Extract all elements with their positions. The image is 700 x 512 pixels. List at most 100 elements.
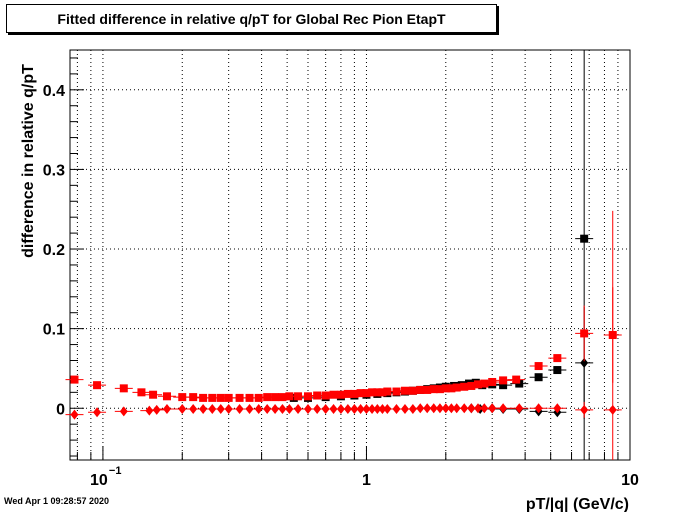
timestamp: Wed Apr 1 09:28:57 2020 xyxy=(4,496,110,506)
data-marks xyxy=(65,50,622,460)
square-marker xyxy=(575,305,594,362)
square-shape xyxy=(392,387,401,396)
square-shape xyxy=(435,385,444,394)
diamond-marker xyxy=(575,401,594,418)
square-shape xyxy=(137,388,146,397)
square-marker xyxy=(88,381,107,390)
diamond-shape xyxy=(294,404,303,415)
x-tick-label: 1 xyxy=(362,472,371,489)
diamond-shape xyxy=(152,404,161,415)
square-marker xyxy=(529,373,548,382)
diamond-shape xyxy=(119,406,128,417)
diamond-marker xyxy=(147,404,166,415)
square-shape xyxy=(553,354,562,363)
diamond-shape xyxy=(580,404,589,415)
x-tick-label: 10−1 xyxy=(90,465,121,489)
square-marker xyxy=(548,354,567,363)
x-axis-label: pT/|q| (GeV/c) xyxy=(526,496,629,512)
diamond-shape xyxy=(534,403,543,414)
diamond-shape xyxy=(408,404,417,415)
square-shape xyxy=(178,393,187,402)
square-marker xyxy=(529,362,548,371)
square-shape xyxy=(480,379,489,388)
square-shape xyxy=(162,392,171,401)
y-tick-label: 0.4 xyxy=(43,83,65,100)
diamond-shape xyxy=(199,404,208,415)
diamond-shape xyxy=(580,357,589,368)
diamond-shape xyxy=(145,405,154,416)
square-shape xyxy=(149,390,158,399)
square-marker xyxy=(132,388,151,397)
square-shape xyxy=(423,385,432,394)
y-tick-label: 0.2 xyxy=(43,242,65,259)
square-shape xyxy=(199,393,208,402)
square-shape xyxy=(534,362,543,371)
chart-title: Fitted difference in relative q/pT for G… xyxy=(57,10,446,27)
square-shape xyxy=(512,375,521,384)
square-shape xyxy=(553,366,562,375)
square-shape xyxy=(336,390,345,399)
diamond-marker xyxy=(603,210,622,460)
square-shape xyxy=(452,383,461,392)
square-shape xyxy=(580,234,589,243)
y-tick-label: 0 xyxy=(56,401,65,418)
diamond-marker xyxy=(65,409,84,420)
diamond-shape xyxy=(235,404,244,415)
square-shape xyxy=(378,388,387,397)
square-marker xyxy=(65,375,84,384)
diamond-marker xyxy=(548,403,567,414)
square-shape xyxy=(235,393,244,402)
square-shape xyxy=(580,329,589,338)
diamond-shape xyxy=(499,403,508,414)
square-marker xyxy=(114,384,133,393)
diamond-shape xyxy=(162,404,171,415)
square-shape xyxy=(321,391,330,400)
square-shape xyxy=(350,389,359,398)
square-shape xyxy=(408,386,417,395)
square-marker xyxy=(494,376,513,385)
square-shape xyxy=(294,392,303,401)
square-shape xyxy=(383,387,392,396)
diamond-shape xyxy=(70,409,79,420)
x-tick-label-base: 10 xyxy=(90,472,108,489)
diamond-marker xyxy=(114,406,133,417)
square-shape xyxy=(119,384,128,393)
x-tick-label: 10 xyxy=(621,472,639,489)
diamond-marker xyxy=(88,407,107,418)
axes: 00.10.20.30.410−11 10 xyxy=(43,49,639,489)
y-axis-label: difference in relative q/pT xyxy=(20,64,37,258)
x-tick-label-base: 1 xyxy=(362,472,371,489)
diamond-shape xyxy=(93,407,102,418)
y-tick-label: 0.1 xyxy=(43,322,65,339)
diamond-shape xyxy=(178,404,187,415)
square-shape xyxy=(254,393,263,402)
plot-frame xyxy=(69,49,631,461)
square-shape xyxy=(303,392,312,401)
diamond-shape xyxy=(553,403,562,414)
square-shape xyxy=(70,375,79,384)
diamond-shape xyxy=(383,404,392,415)
square-shape xyxy=(534,373,543,382)
square-shape xyxy=(245,393,254,402)
square-shape xyxy=(93,381,102,390)
diamond-shape xyxy=(245,404,254,415)
diamond-marker xyxy=(510,403,529,414)
diamond-shape xyxy=(488,403,497,414)
diamond-marker xyxy=(157,404,176,415)
x-tick-label-base: 10 xyxy=(621,472,639,489)
diamond-marker xyxy=(529,403,548,414)
square-shape xyxy=(499,376,508,385)
diamond-shape xyxy=(189,404,198,415)
square-marker xyxy=(157,392,176,401)
square-shape xyxy=(474,380,483,389)
square-shape xyxy=(362,389,371,398)
square-marker xyxy=(494,381,513,390)
square-shape xyxy=(460,382,469,391)
diamond-shape xyxy=(608,404,617,415)
diamond-shape xyxy=(303,404,312,415)
square-shape xyxy=(278,393,287,402)
square-shape xyxy=(499,381,508,390)
chart-title-box: Fitted difference in relative q/pT for G… xyxy=(6,4,497,33)
square-shape xyxy=(447,384,456,393)
